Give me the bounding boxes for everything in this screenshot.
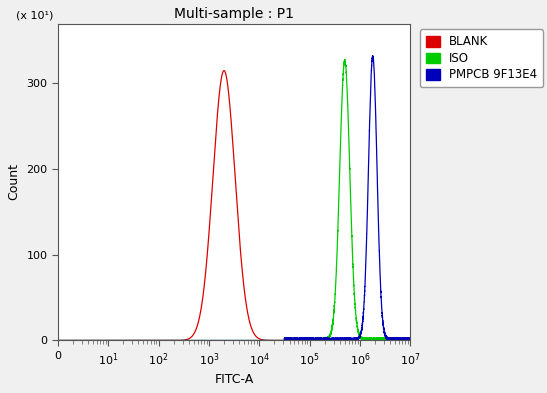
- Text: (x 10¹): (x 10¹): [15, 10, 53, 20]
- Title: Multi-sample : P1: Multi-sample : P1: [174, 7, 294, 21]
- X-axis label: FITC-A: FITC-A: [214, 373, 254, 386]
- Legend: BLANK, ISO, PMPCB 9F13E4: BLANK, ISO, PMPCB 9F13E4: [420, 29, 543, 87]
- Y-axis label: Count: Count: [8, 163, 21, 200]
